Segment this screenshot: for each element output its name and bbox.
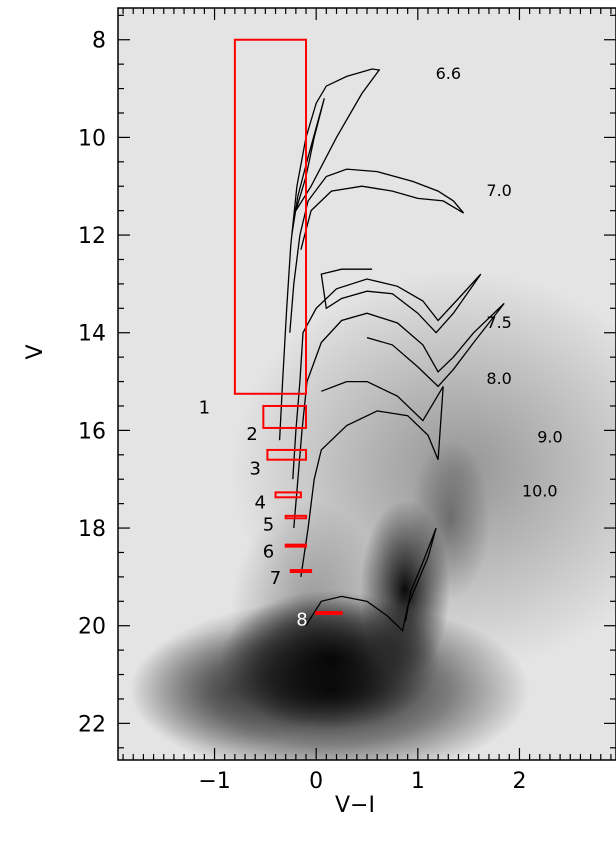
y-tick-label: 12: [78, 224, 106, 249]
x-tick-label: 2: [512, 769, 526, 794]
density-background: [118, 8, 616, 760]
selection-box-3: [266, 448, 308, 461]
selection-boxes: [233, 38, 343, 616]
isochrone-label: 7.5: [486, 313, 511, 332]
box-label: 8: [296, 610, 307, 631]
box-label: 3: [249, 458, 260, 479]
isochrone-10.0: [305, 527, 437, 632]
y-tick-label: 22: [78, 712, 106, 737]
isochrone-label: 8.0: [486, 369, 511, 388]
box-label: 4: [255, 493, 266, 514]
box-label: 1: [199, 397, 210, 418]
box-label: 7: [270, 568, 281, 589]
y-tick-label: 16: [78, 419, 106, 444]
selection-box-6: [284, 543, 308, 548]
x-tick-label: 1: [411, 769, 425, 794]
isochrone-6.6: [278, 68, 381, 441]
isochrone-label: 10.0: [522, 481, 558, 500]
x-axis-title: V−I: [335, 793, 375, 818]
x-tick-label: 0: [309, 769, 323, 794]
selection-box-5: [284, 514, 308, 520]
isochrone-label: 7.0: [486, 181, 511, 200]
box-label: 5: [263, 514, 274, 535]
x-tick-label: −1: [198, 769, 230, 794]
y-axis-title: V: [23, 344, 48, 359]
isochrone-label: 6.6: [436, 64, 461, 83]
selection-box-8: [315, 611, 343, 616]
isochrone-7.5: [292, 268, 482, 480]
y-tick-label: 18: [78, 517, 106, 542]
box-label: 6: [263, 541, 274, 562]
chart-labels: 6.6 7.0 7.5 8.0 9.0 10.0 1 2 3 45 6 78: [199, 64, 563, 631]
isochrone-9.0: [300, 380, 444, 577]
selection-box-7: [289, 569, 313, 574]
y-tick-label: 14: [78, 322, 106, 347]
isochrone-label: 9.0: [537, 428, 562, 447]
selection-box-2: [262, 404, 308, 429]
selection-box-4: [274, 491, 302, 499]
box-label: 2: [246, 424, 257, 445]
selection-box-1: [233, 38, 308, 395]
y-tick-label: 20: [78, 615, 106, 640]
y-tick-label: 8: [92, 29, 106, 54]
y-tick-label: 10: [78, 126, 106, 151]
